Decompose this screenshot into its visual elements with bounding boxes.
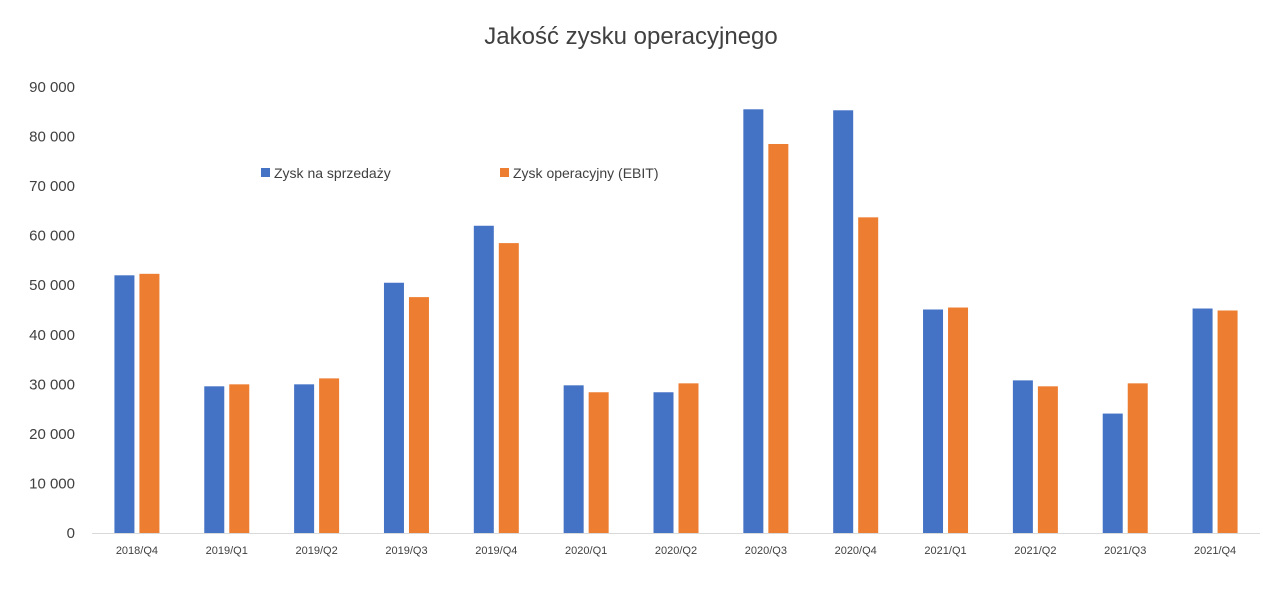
x-tick-label: 2021/Q3 bbox=[1104, 545, 1146, 557]
bars bbox=[114, 109, 1238, 534]
legend-swatch bbox=[261, 168, 270, 177]
bar-zysk-na-sprzedazy bbox=[833, 110, 854, 534]
bar-zysk-operacyjny bbox=[139, 273, 160, 533]
bar-zysk-operacyjny bbox=[678, 383, 699, 533]
y-axis: 0 10 000 20 000 30 000 40 000 50 000 60 000 70 … bbox=[29, 79, 75, 542]
x-axis: 2018/Q4 2019/Q1 2019/Q2 2019/Q3 2019/Q4 2020/… bbox=[92, 533, 1260, 557]
y-tick-label: 60 000 bbox=[29, 228, 75, 245]
y-tick-label: 30 000 bbox=[29, 376, 75, 393]
chart-title: Jakość zysku operacyjnego bbox=[484, 23, 777, 50]
bar-zysk-na-sprzedazy bbox=[743, 109, 764, 534]
bar-zysk-operacyjny bbox=[1037, 386, 1058, 533]
bar-zysk-na-sprzedazy bbox=[563, 385, 584, 533]
y-tick-label: 20 000 bbox=[29, 426, 75, 443]
bar-zysk-operacyjny bbox=[768, 143, 789, 533]
x-tick-label: 2021/Q2 bbox=[1014, 545, 1056, 557]
bar-zysk-operacyjny bbox=[408, 297, 429, 533]
y-tick-label: 70 000 bbox=[29, 178, 75, 195]
legend-swatch bbox=[500, 168, 509, 177]
legend-label: Zysk operacyjny (EBIT) bbox=[513, 165, 658, 181]
x-tick-label: 2021/Q1 bbox=[924, 545, 966, 557]
legend: Zysk na sprzedaży Zysk operacyjny (EBIT) bbox=[261, 165, 658, 181]
x-tick-label: 2020/Q1 bbox=[565, 545, 607, 557]
x-tick-label: 2020/Q4 bbox=[835, 545, 877, 557]
bar-zysk-operacyjny bbox=[948, 307, 969, 533]
y-tick-label: 50 000 bbox=[29, 277, 75, 294]
x-tick-label: 2019/Q2 bbox=[296, 545, 338, 557]
bar-zysk-operacyjny bbox=[858, 217, 879, 533]
legend-label: Zysk na sprzedaży bbox=[274, 165, 391, 181]
y-tick-label: 10 000 bbox=[29, 475, 75, 492]
bar-zysk-na-sprzedazy bbox=[114, 275, 135, 533]
bar-zysk-operacyjny bbox=[319, 378, 340, 533]
bar-zysk-operacyjny bbox=[588, 392, 609, 533]
x-tick-label: 2019/Q1 bbox=[206, 545, 248, 557]
bar-zysk-na-sprzedazy bbox=[294, 384, 315, 533]
x-tick-label: 2019/Q4 bbox=[475, 545, 517, 557]
bar-zysk-na-sprzedazy bbox=[1012, 380, 1033, 533]
x-tick-label: 2021/Q4 bbox=[1194, 545, 1236, 557]
bar-zysk-operacyjny bbox=[498, 243, 519, 533]
bar-zysk-na-sprzedazy bbox=[1192, 308, 1213, 533]
x-tick-label: 2019/Q3 bbox=[385, 545, 427, 557]
x-tick-label: 2020/Q2 bbox=[655, 545, 697, 557]
bar-zysk-na-sprzedazy bbox=[473, 225, 494, 533]
bar-zysk-operacyjny bbox=[1127, 383, 1148, 533]
bar-zysk-na-sprzedazy bbox=[923, 309, 944, 533]
bar-zysk-na-sprzedazy bbox=[1102, 413, 1123, 533]
y-tick-label: 0 bbox=[67, 525, 75, 542]
y-tick-label: 40 000 bbox=[29, 327, 75, 344]
x-tick-label: 2018/Q4 bbox=[116, 545, 158, 557]
bar-zysk-operacyjny bbox=[1217, 310, 1238, 533]
y-tick-label: 80 000 bbox=[29, 129, 75, 146]
bar-zysk-operacyjny bbox=[229, 384, 250, 533]
bar-zysk-na-sprzedazy bbox=[653, 392, 674, 533]
y-tick-label: 90 000 bbox=[29, 79, 75, 96]
x-tick-label: 2020/Q3 bbox=[745, 545, 787, 557]
bar-zysk-na-sprzedazy bbox=[383, 282, 404, 533]
bar-zysk-na-sprzedazy bbox=[204, 386, 225, 533]
